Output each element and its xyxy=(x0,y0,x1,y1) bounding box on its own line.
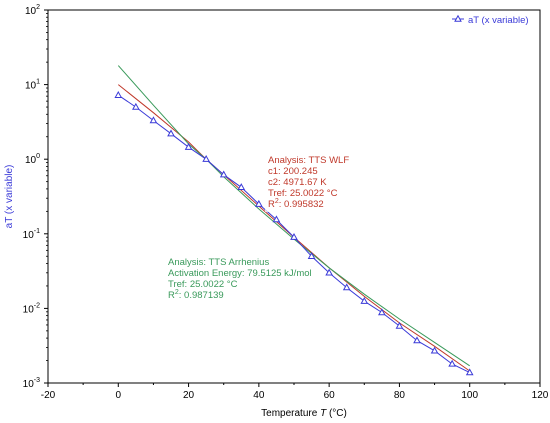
x-tick-label: 60 xyxy=(324,390,336,401)
annotation-line: c2: 4971.67 K xyxy=(268,177,327,188)
y-axis-title: aT (x variable) xyxy=(4,165,15,229)
data-point xyxy=(342,283,351,291)
legend-label: aT (x variable) xyxy=(468,15,529,26)
annotation-line: Analysis: TTS WLF xyxy=(268,155,349,166)
annotation-r2: R2: 0.987139 xyxy=(168,289,224,301)
data-point xyxy=(184,142,193,150)
x-tick-label: 40 xyxy=(253,390,265,401)
data-point xyxy=(430,346,439,354)
data-series xyxy=(114,91,474,376)
fit-line-arrhenius xyxy=(117,65,470,367)
y-tick-label: 10-3 xyxy=(23,377,40,390)
annotation-line: Activation Energy: 79.5125 kJ/mol xyxy=(168,268,312,279)
y-tick-label: 10-1 xyxy=(23,228,40,241)
y-tick-label: 102 xyxy=(25,4,40,17)
data-point xyxy=(202,154,210,162)
data-point xyxy=(395,321,404,329)
axes: -20 0 20 40 60 80 100 120 102 101 100 10-1 10-2 10-3 T… xyxy=(4,4,549,419)
annotation-r2: R2: 0.995832 xyxy=(268,198,324,210)
annotation-line: c1: 200.245 xyxy=(268,166,318,177)
data-point xyxy=(255,199,263,207)
data-point xyxy=(132,102,140,110)
data-point xyxy=(307,252,316,259)
x-tick-label: 20 xyxy=(183,390,195,401)
data-point xyxy=(360,296,369,304)
data-point xyxy=(237,183,246,191)
data-point xyxy=(325,268,333,276)
data-point xyxy=(219,170,228,178)
annotation-line: Tref: 25.0022 °C xyxy=(168,279,238,290)
data-point xyxy=(413,336,421,344)
data-point xyxy=(378,308,386,316)
x-tick-label: 0 xyxy=(116,390,122,401)
y-tick-label: 10-2 xyxy=(23,302,40,315)
annotation-line: Tref: 25.0022 °C xyxy=(268,188,338,199)
data-point xyxy=(290,232,298,240)
x-tick-label: 120 xyxy=(532,390,549,401)
x-tick-label: 100 xyxy=(461,390,478,401)
legend: aT (x variable) xyxy=(452,14,529,26)
annotation-line: Analysis: TTS Arrhenius xyxy=(168,257,269,268)
data-point xyxy=(272,215,281,223)
data-point xyxy=(167,129,175,137)
legend-marker xyxy=(454,14,462,22)
data-point xyxy=(465,368,474,376)
x-tick-label: -20 xyxy=(41,390,56,401)
data-point xyxy=(448,359,456,367)
x-tick-label: 80 xyxy=(394,390,406,401)
y-tick-label: 100 xyxy=(25,153,40,166)
y-tick-label: 101 xyxy=(25,79,40,92)
x-axis-title: Temperature T (°C) xyxy=(261,408,347,419)
data-point xyxy=(149,116,158,124)
annotation-box xyxy=(265,153,363,212)
data-point xyxy=(114,91,123,98)
